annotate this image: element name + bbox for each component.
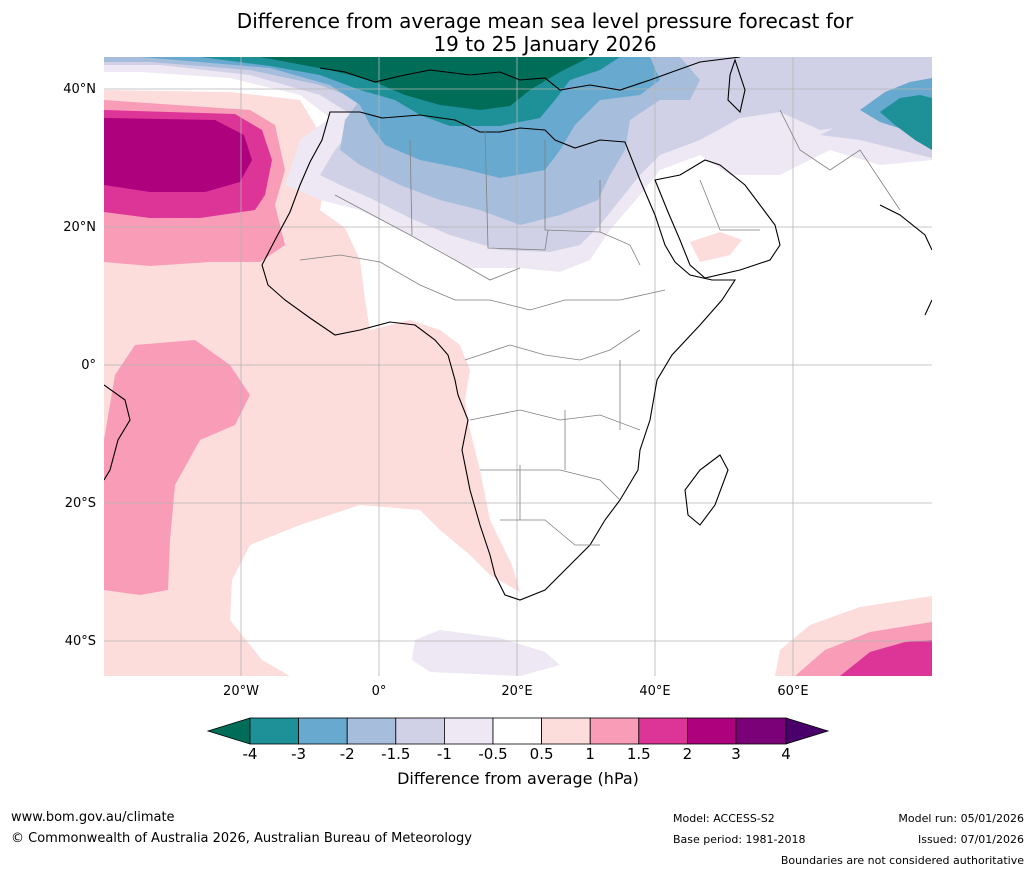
europe-coastline [319,57,741,91]
caspian-coastline [727,58,746,114]
south-america-coastline [104,384,131,481]
colorbar-tick: -1 [436,745,452,763]
colorbar-tick: 1.5 [626,745,651,763]
colorbar-bin-pos-15-2 [638,717,688,745]
colorbar-tick: 4 [781,745,791,763]
africa-coastline [261,111,737,601]
colorbar-tick: 2 [682,745,693,763]
colorbar-tick: 3 [731,745,741,763]
anomaly-zone-pos-2-nw [104,118,252,192]
anomaly-zone-neg-4-north [260,57,590,110]
lat-label-40n: 40°N [63,82,96,97]
base-period: Base period: 1981-2018 [673,833,806,846]
copyright-text: © Commonwealth of Australia 2026, Austra… [11,831,472,846]
lon-label-20e: 20°E [501,684,533,699]
country-boundaries [299,109,901,546]
lat-label-20n: 20°N [63,220,96,235]
colorbar-tick: 1 [585,745,595,763]
colorbar-bin-neg-4-3 [249,717,299,745]
colorbar-bin-pos-2-3 [687,717,737,745]
lon-label-20w: 20°W [223,684,259,699]
colorbar-tick: -0.5 [478,745,508,763]
colorbar-extend-low [206,717,251,745]
model-name: Model: ACCESS-S2 [673,812,775,825]
colorbar-tick: -4 [242,745,258,763]
lat-label-20s: 20°S [64,496,96,511]
india-coastline [879,204,932,316]
lat-label-0: 0° [81,358,96,373]
colorbar-tick: -3 [291,745,307,763]
colorbar [206,717,830,745]
colorbar-tick: -2 [339,745,355,763]
lon-label-60e: 60°E [777,684,809,699]
anomaly-zone-pos-1-sw [104,340,250,595]
colorbar-label: Difference from average (hPa) [397,769,639,788]
map-title-line1: Difference from average mean sea level p… [236,9,854,33]
map-title: Difference from average mean sea level p… [150,10,940,56]
colorbar-extend-high [785,717,830,745]
colorbar-tick: -1.5 [381,745,411,763]
website-link[interactable]: www.bom.gov.au/climate [11,810,175,825]
colorbar-bin-pos-3-4 [735,717,787,745]
graticule [104,57,932,676]
boundaries-disclaimer: Boundaries are not considered authoritat… [780,854,1024,867]
arabia-coastline [654,159,781,279]
anomaly-zone-pos-15-se [840,640,932,676]
colorbar-tick: 0.5 [529,745,554,763]
colorbar-bin-neg-2-15 [346,717,397,745]
colorbar-bin-pos-1-15 [589,717,640,745]
map-title-line2: 19 to 25 January 2026 [433,32,657,56]
colorbar-bin-neg-3-2 [298,717,348,745]
anomaly-zone-neg-05-south [412,630,560,676]
colorbar-bin-neg-1-05 [443,717,494,745]
colorbar-bin-pos-05-1 [541,717,591,745]
madagascar-coastline [684,454,729,526]
issued-date: Issued: 07/01/2026 [917,833,1024,846]
colorbar-bin-neg-15-1 [395,717,445,745]
model-run-date: Model run: 05/01/2026 [898,812,1024,825]
lat-label-40s: 40°S [64,634,96,649]
anomaly-zone-pos-05-east [690,232,742,262]
colorbar-bin-neutral [492,717,542,745]
lon-label-0: 0° [371,684,387,699]
lon-label-40e: 40°E [639,684,671,699]
coastlines [104,57,932,601]
anomaly-zone-neg-4-asia [880,95,932,150]
